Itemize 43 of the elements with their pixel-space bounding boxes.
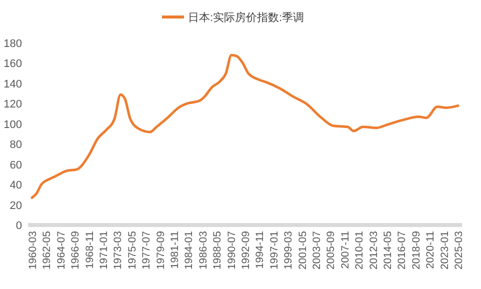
x-tick-label: 2016-07 <box>396 230 408 270</box>
x-tick-label: 2001-05 <box>296 230 309 270</box>
y-tick-label: 60 <box>10 159 22 172</box>
x-tick-label: 2012-03 <box>368 230 380 270</box>
y-tick-label: 180 <box>4 38 22 50</box>
x-tick-label: 2007-11 <box>339 230 352 269</box>
x-tick-label: 1962-05 <box>41 230 54 270</box>
x-tick-label: 1994-11 <box>254 230 266 269</box>
x-tick-label: 1964-07 <box>55 230 68 270</box>
x-tick-label: 1992-09 <box>240 230 252 270</box>
legend-label: 日本:实际房价指数:季调 <box>188 11 304 24</box>
y-tick-label: 40 <box>10 180 22 192</box>
x-tick-label: 1966-09 <box>70 230 82 270</box>
x-tick-label: 2025-03 <box>453 230 465 270</box>
x-tick-label: 2018-09 <box>410 230 422 270</box>
x-tick-label: 1973-03 <box>112 230 124 270</box>
x-tick-label: 2005-09 <box>325 230 338 270</box>
x-tick-label: 1975-05 <box>126 230 138 270</box>
x-tick-label: 2003-07 <box>310 230 323 270</box>
x-tick-label: 1979-09 <box>154 230 167 270</box>
y-tick-label: 20 <box>10 200 22 212</box>
x-tick-label: 1960-03 <box>27 230 39 270</box>
line-series <box>30 54 460 199</box>
y-tick-label: 140 <box>4 78 22 90</box>
y-tick-label: 100 <box>4 118 22 131</box>
x-tick-label: 1986-03 <box>197 230 210 270</box>
x-tick-label: 2023-01 <box>438 230 451 270</box>
y-tick-label: 0 <box>16 220 22 232</box>
x-tick-label: 1968-11 <box>84 230 96 269</box>
x-tick-label: 1971-01 <box>98 230 110 270</box>
y-tick-label: 80 <box>10 139 22 152</box>
x-tick-label: 1990-07 <box>226 230 238 270</box>
x-tick-label: 1977-07 <box>140 230 153 270</box>
x-tick-label: 1981-11 <box>169 230 182 269</box>
y-tick-label: 160 <box>4 58 22 70</box>
x-tick-label: 2010-01 <box>354 230 366 270</box>
y-tick-label: 120 <box>4 98 22 111</box>
x-tick-label: 1999-03 <box>282 230 295 270</box>
x-tick-label: 2014-05 <box>382 230 394 270</box>
x-tick-label: 2020-11 <box>424 230 437 269</box>
x-tick-label: 1984-01 <box>183 230 196 270</box>
x-tick-label: 1997-01 <box>268 230 280 270</box>
x-tick-label: 1988-05 <box>212 230 224 270</box>
